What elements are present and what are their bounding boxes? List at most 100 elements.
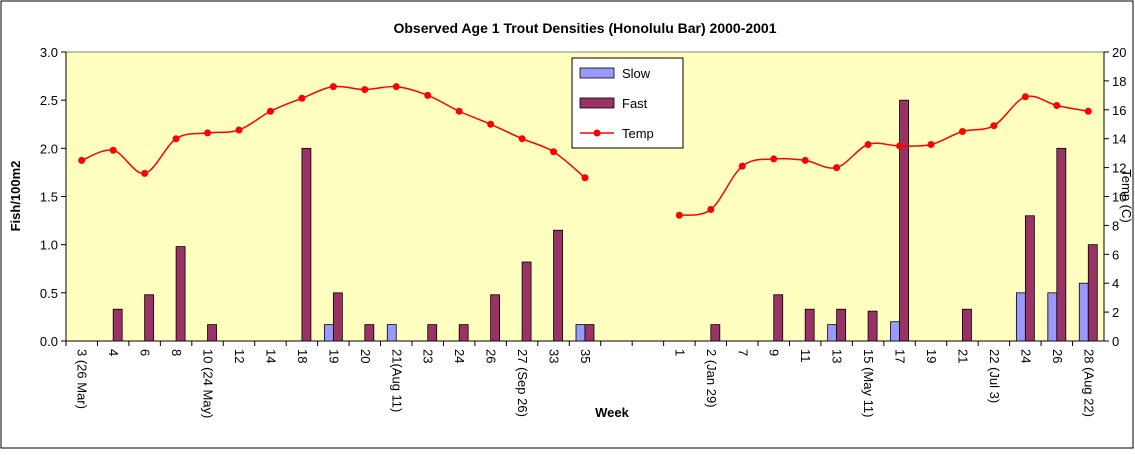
- temp-marker: [78, 156, 86, 164]
- x-tick-label: 2 (Jan 29): [704, 349, 719, 408]
- y-tick-label: 1.0: [40, 238, 58, 253]
- temp-marker: [487, 120, 495, 128]
- bar: [1047, 292, 1058, 342]
- y2-tick-label: 0: [1112, 334, 1119, 349]
- temp-marker: [801, 156, 809, 164]
- legend-label: Slow: [622, 66, 651, 81]
- x-tick-label: 13: [830, 349, 845, 363]
- temp-marker: [864, 140, 872, 148]
- temp-marker: [455, 107, 463, 115]
- bar: [207, 324, 217, 342]
- legend-swatch: [579, 67, 615, 79]
- bar: [323, 324, 334, 342]
- y2-tick-label: 6: [1112, 247, 1119, 262]
- bar: [962, 308, 972, 342]
- temp-marker: [518, 135, 526, 143]
- bar: [584, 324, 595, 342]
- bar: [1087, 244, 1098, 342]
- temp-marker: [298, 94, 306, 102]
- y2-tick-label: 14: [1112, 132, 1126, 147]
- y2-tick-label: 16: [1112, 103, 1126, 118]
- x-tick-label: 35: [578, 349, 593, 363]
- x-tick-label: 21: [955, 349, 970, 363]
- x-tick-label: 1: [672, 349, 687, 356]
- y-tick-label: 0.0: [40, 334, 58, 349]
- bar: [364, 324, 375, 342]
- temp-marker: [833, 164, 841, 172]
- chart-title: Observed Age 1 Trout Densities (Honolulu…: [393, 20, 776, 36]
- temp-marker: [958, 127, 966, 135]
- legend-label: Temp: [622, 126, 654, 141]
- bar: [804, 308, 815, 342]
- temp-marker: [172, 135, 180, 143]
- y-tick-label: 2.0: [40, 141, 58, 156]
- bar: [144, 294, 155, 342]
- bar: [332, 292, 343, 342]
- y-tick-label: 3.0: [40, 45, 58, 60]
- temp-marker: [896, 142, 904, 150]
- temp-marker: [550, 148, 558, 156]
- x-tick-label: 4: [106, 349, 121, 356]
- x-tick-label: 33: [547, 349, 562, 363]
- legend-label: Fast: [622, 96, 648, 111]
- y-tick-label: 2.5: [40, 93, 58, 108]
- bar: [827, 324, 838, 342]
- x-tick-label: 8: [169, 349, 184, 356]
- y2-tick-label: 20: [1112, 45, 1126, 60]
- temp-marker: [990, 122, 998, 130]
- y2-tick-label: 8: [1112, 218, 1119, 233]
- bar: [553, 229, 563, 342]
- bar: [427, 324, 438, 342]
- x-axis-title: Week: [595, 405, 629, 420]
- bar: [836, 308, 847, 342]
- temp-marker: [329, 83, 337, 91]
- x-tick-label: 24: [452, 349, 467, 363]
- bar: [1024, 215, 1035, 342]
- x-tick-label: 26: [1050, 349, 1065, 363]
- temp-marker: [927, 140, 935, 148]
- bar: [773, 294, 784, 342]
- temp-marker: [266, 107, 274, 115]
- bar: [521, 261, 532, 342]
- bar: [1056, 147, 1067, 342]
- x-tick-label: 20: [358, 349, 373, 363]
- y2-tick-label: 2: [1112, 305, 1119, 320]
- y2-tick-label: 4: [1112, 276, 1119, 291]
- x-tick-label: 17: [893, 349, 908, 363]
- bar: [1078, 282, 1089, 342]
- temp-marker: [770, 155, 778, 163]
- x-tick-label: 15 (May 11): [861, 349, 876, 417]
- y2-tick-label: 12: [1112, 161, 1126, 176]
- x-tick-label: 22 (Jul 3): [987, 349, 1002, 403]
- x-tick-label: 3 (26 Mar): [75, 349, 90, 409]
- x-tick-label: 26: [484, 349, 499, 363]
- temp-marker: [204, 129, 212, 137]
- y2-axis-title: Temp (C): [1119, 169, 1134, 222]
- y-tick-label: 1.5: [40, 190, 58, 205]
- temp-marker: [235, 126, 243, 134]
- x-tick-label: 21(Aug 11): [389, 349, 404, 412]
- temp-marker: [675, 211, 683, 219]
- bar: [490, 294, 501, 342]
- bar: [112, 308, 123, 342]
- temp-marker: [109, 146, 117, 154]
- temp-marker: [424, 91, 432, 99]
- bar: [458, 324, 469, 342]
- x-tick-label: 28 (Aug 22): [1081, 349, 1096, 417]
- bar: [899, 99, 909, 342]
- temp-marker: [738, 162, 746, 170]
- temp-marker: [361, 86, 369, 94]
- temp-marker: [1084, 107, 1092, 115]
- temp-marker: [1021, 93, 1029, 101]
- y2-tick-label: 10: [1112, 190, 1126, 205]
- x-tick-label: 24: [1018, 349, 1033, 363]
- x-tick-label: 12: [232, 349, 247, 363]
- x-tick-label: 19: [924, 349, 939, 363]
- legend: Slow Fast Temp: [571, 57, 684, 149]
- y-tick-label: 0.5: [40, 286, 58, 301]
- x-tick-label: 11: [798, 349, 813, 363]
- x-tick-label: 10 (24 May): [201, 349, 216, 418]
- bar: [867, 310, 878, 342]
- legend-swatch: [579, 97, 615, 109]
